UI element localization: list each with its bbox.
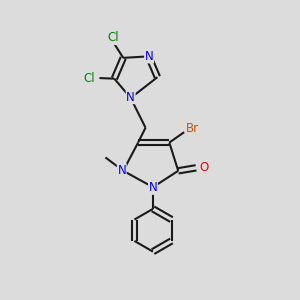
Text: N: N xyxy=(126,91,135,103)
Text: N: N xyxy=(117,164,126,177)
Text: O: O xyxy=(200,161,209,174)
Text: N: N xyxy=(145,50,154,63)
Text: Cl: Cl xyxy=(83,72,95,85)
Text: Cl: Cl xyxy=(107,32,119,44)
Text: N: N xyxy=(148,181,157,194)
Text: Br: Br xyxy=(186,122,199,135)
